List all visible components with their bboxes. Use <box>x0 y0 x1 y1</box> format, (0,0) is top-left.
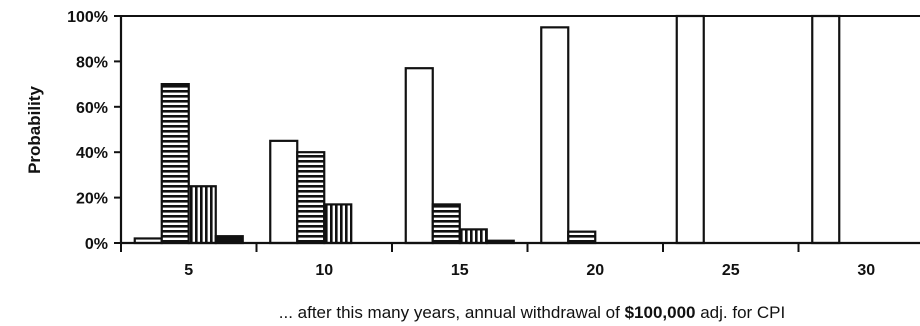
x-axis-title: ... after this many years, annual withdr… <box>279 303 786 322</box>
bar-vertical-stripes-15 <box>458 228 488 245</box>
y-axis-title: Probability <box>25 86 44 174</box>
x-tick-label: 30 <box>857 262 875 279</box>
bar-plain-15 <box>404 67 434 245</box>
x-tick-label: 5 <box>184 262 193 279</box>
bar-plain-10 <box>269 139 299 245</box>
bar-horizontal-stripes-20 <box>567 230 597 245</box>
y-tick-label: 100% <box>67 9 108 26</box>
y-tick-label: 80% <box>76 54 108 71</box>
x-axis-title-prefix: ... after this many years, annual withdr… <box>279 303 625 322</box>
bars <box>133 14 841 245</box>
bar-horizontal-stripes-5 <box>160 82 190 245</box>
bar-horizontal-stripes-10 <box>296 151 326 245</box>
y-axis-ticks: 0% 20% 40% 60% 80% 100% <box>67 9 121 253</box>
x-axis-title-suffix: adj. for CPI <box>695 303 785 322</box>
y-tick-label: 60% <box>76 100 108 117</box>
bar-plain-25 <box>675 14 705 245</box>
bar-horizontal-stripes-15 <box>431 203 461 245</box>
x-tick-label: 15 <box>451 262 469 279</box>
y-tick-label: 0% <box>85 236 108 253</box>
y-tick-label: 40% <box>76 145 108 162</box>
bar-vertical-stripes-5 <box>187 185 217 245</box>
x-axis-title-amount: $100,000 <box>625 303 696 322</box>
bar-vertical-stripes-10 <box>323 203 353 245</box>
x-tick-label: 20 <box>586 262 604 279</box>
x-axis-ticks: 5 10 15 20 25 30 <box>120 243 875 279</box>
bar-plain-30 <box>811 14 841 245</box>
y-tick-label: 20% <box>76 191 108 208</box>
x-tick-label: 25 <box>722 262 740 279</box>
axes <box>119 15 920 245</box>
x-tick-label: 10 <box>315 262 333 279</box>
bar-plain-20 <box>540 26 570 245</box>
